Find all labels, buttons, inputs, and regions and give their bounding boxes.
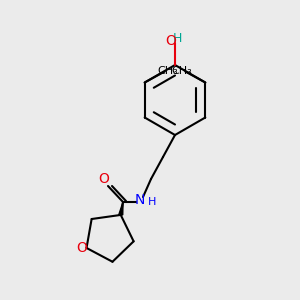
Text: CH₃: CH₃ (172, 65, 192, 76)
Text: O: O (76, 241, 87, 255)
Text: O: O (99, 172, 110, 186)
Text: O: O (166, 34, 176, 48)
Text: N: N (135, 193, 145, 207)
Text: H: H (148, 197, 156, 207)
Text: CH₃: CH₃ (158, 65, 178, 76)
Text: H: H (172, 32, 182, 44)
Polygon shape (119, 202, 123, 215)
